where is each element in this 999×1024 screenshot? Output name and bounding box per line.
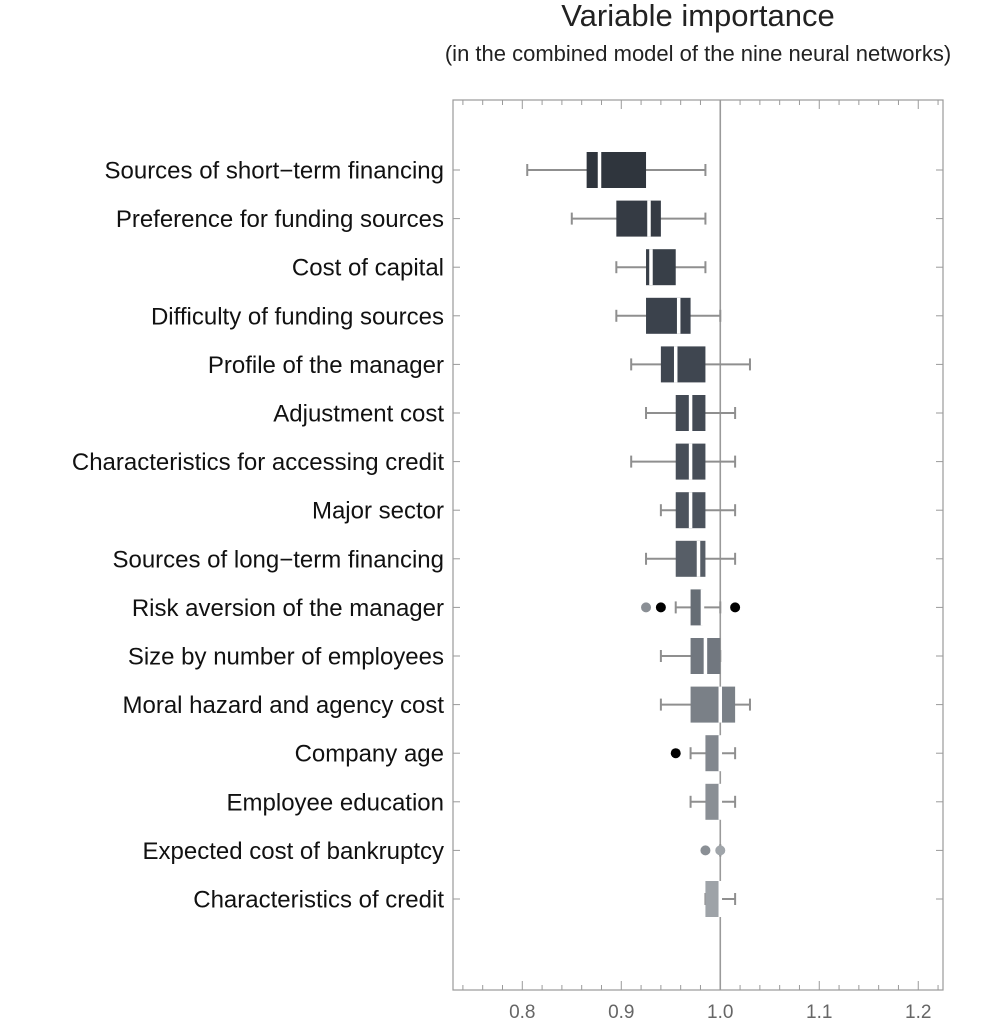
- outlier-point: [670, 748, 681, 759]
- outlier-point: [655, 602, 666, 613]
- category-label: Risk aversion of the manager: [132, 595, 444, 622]
- box: [675, 540, 706, 577]
- box: [616, 200, 661, 237]
- category-label: Size by number of employees: [128, 644, 444, 671]
- box: [690, 686, 736, 723]
- box: [586, 152, 647, 188]
- category-label: Sources of short−term financing: [104, 158, 444, 185]
- category-label: Employee education: [227, 789, 444, 816]
- category-label: Expected cost of bankruptcy: [143, 838, 445, 865]
- chart-title: Variable importance: [561, 0, 834, 33]
- outlier-point: [700, 845, 711, 856]
- x-tick-label: 1.1: [806, 1002, 832, 1023]
- x-tick-label: 1.0: [707, 1002, 733, 1023]
- category-label: Cost of capital: [292, 255, 444, 282]
- outlier-point: [715, 845, 726, 856]
- category-label: Profile of the manager: [208, 352, 444, 379]
- outlier-point: [730, 602, 741, 613]
- box: [705, 783, 721, 820]
- x-tick-label: 0.9: [608, 1002, 634, 1023]
- box: [705, 881, 721, 917]
- box: [660, 346, 706, 383]
- box: [705, 735, 721, 772]
- category-label: Company age: [295, 741, 444, 768]
- category-label: Difficulty of funding sources: [151, 303, 444, 330]
- category-label: Sources of long−term financing: [112, 546, 444, 573]
- category-label: Moral hazard and agency cost: [122, 692, 444, 719]
- x-tick-label: 1.2: [905, 1002, 931, 1023]
- category-label: Adjustment cost: [273, 401, 444, 428]
- category-label: Preference for funding sources: [116, 206, 444, 233]
- category-label: Major sector: [312, 498, 444, 525]
- outlier-point: [641, 602, 652, 613]
- plot-frame: [452, 99, 944, 991]
- category-label: Characteristics for accessing credit: [72, 449, 444, 476]
- box: [646, 297, 691, 334]
- category-label: Characteristics of credit: [193, 887, 444, 914]
- chart-subtitle: (in the combined model of the nine neura…: [445, 41, 951, 66]
- box: [690, 589, 703, 626]
- x-tick-label: 0.8: [509, 1002, 535, 1023]
